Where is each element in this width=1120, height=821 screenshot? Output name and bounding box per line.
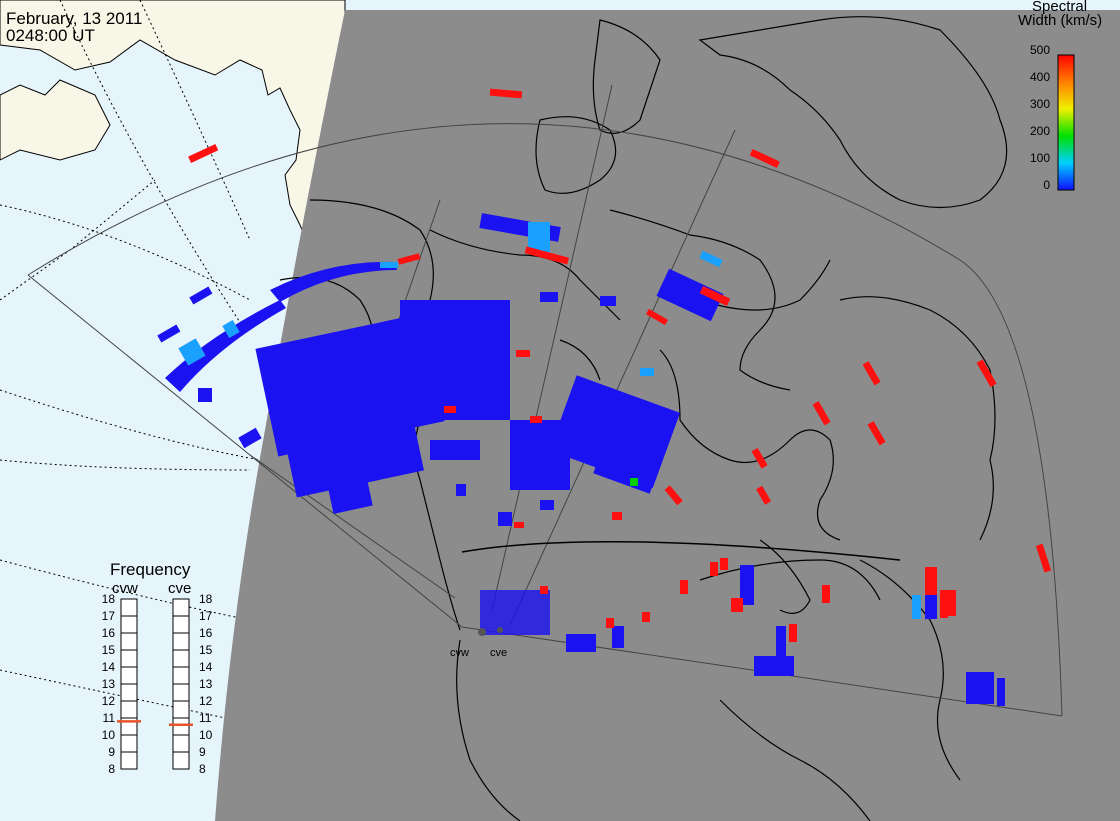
radar-site-cve — [497, 627, 503, 633]
site-label-cve: cve — [490, 647, 508, 659]
scatter-green — [630, 478, 638, 486]
date-label: February, 13 2011 — [6, 9, 143, 28]
colorbar-tick: 0 — [1043, 178, 1050, 192]
colorbar-title-line1: Spectral — [1032, 0, 1088, 15]
colorbar-gradient — [1057, 54, 1075, 191]
frequency-tick-label: 14 — [199, 660, 213, 674]
frequency-radar-label: cve — [168, 580, 192, 597]
frequency-tick-label: 16 — [199, 626, 213, 640]
frequency-tick-label: 10 — [199, 728, 213, 742]
site-label-cvw: cvw — [450, 647, 469, 659]
frequency-tick-label: 11 — [199, 711, 212, 725]
frequency-tick-label: 15 — [101, 643, 115, 657]
land-dayside-west — [0, 79, 111, 161]
colorbar-tick: 400 — [1029, 70, 1050, 84]
colorbar-title-line2: Width (km/s) — [1018, 12, 1103, 29]
time-label: 0248:00 UT — [6, 26, 95, 45]
latitude-circle — [461, 540, 901, 561]
radar-site-cvw — [478, 628, 486, 636]
frequency-grid — [121, 598, 189, 770]
frequency-tick-label: 17 — [101, 609, 115, 623]
colorbar-tick: 100 — [1029, 151, 1050, 165]
frequency-tick-label: 15 — [199, 643, 213, 657]
frequency-indicators — [117, 720, 193, 727]
frequency-radar-label: cvw — [112, 580, 138, 597]
frequency-tick-label: 12 — [199, 694, 213, 708]
frequency-tick-label: 18 — [199, 592, 213, 606]
frequency-tick-label: 11 — [102, 711, 115, 725]
scatter-red — [188, 88, 1052, 642]
frequency-tick-label: 12 — [101, 694, 115, 708]
frequency-tick-label: 9 — [108, 745, 115, 759]
scatter-blue — [157, 213, 1005, 706]
frequency-tick-label: 18 — [101, 592, 115, 606]
colorbar-tick: 200 — [1029, 124, 1050, 138]
frequency-tick-label: 13 — [101, 677, 115, 691]
frequency-tick-label: 14 — [101, 660, 115, 674]
frequency-tick-label: 8 — [199, 762, 206, 776]
frequency-tick-label: 17 — [199, 609, 213, 623]
frequency-tick-label: 16 — [101, 626, 115, 640]
frequency-tick-label: 9 — [199, 745, 206, 759]
frequency-tick-label: 8 — [108, 762, 115, 776]
frequency-title: Frequency — [110, 560, 191, 579]
colorbar-tick: 300 — [1029, 97, 1050, 111]
frequency-tick-label: 13 — [199, 677, 213, 691]
colorbar-tick: 500 — [1029, 43, 1050, 57]
scatter-cyan — [178, 222, 921, 619]
frequency-tick-label: 10 — [101, 728, 115, 742]
